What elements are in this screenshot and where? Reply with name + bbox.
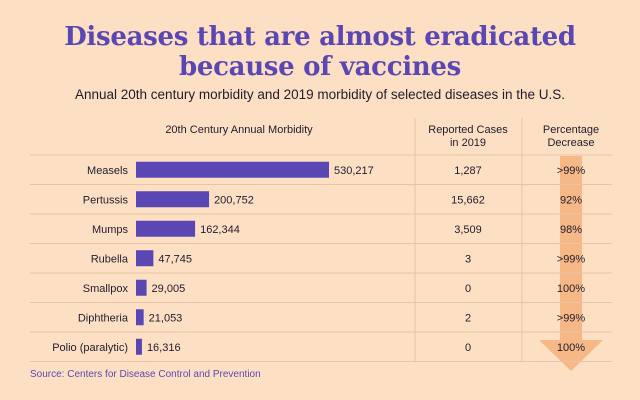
reported-2019-value: 1,287 [454, 165, 482, 177]
reported-2019-value: 3,509 [454, 224, 482, 236]
morbidity-bar [136, 250, 154, 267]
header-reported-line-2: in 2019 [450, 137, 486, 149]
reported-2019-value: 2 [465, 312, 471, 324]
morbidity-value-label: 21,053 [149, 312, 183, 324]
disease-label: Measels [87, 165, 128, 177]
percentage-decrease-value: >99% [557, 312, 586, 324]
morbidity-value-label: 162,344 [200, 224, 240, 236]
chart-title: Diseases that are almost eradicated beca… [0, 22, 640, 82]
percentage-decrease-value: >99% [557, 165, 586, 177]
morbidity-bar [136, 191, 210, 208]
disease-label: Mumps [92, 224, 129, 236]
morbidity-bar [136, 309, 144, 326]
header-reported-line-1: Reported Cases [428, 124, 508, 136]
disease-label: Smallpox [83, 283, 129, 295]
disease-label: Diphtheria [78, 312, 129, 324]
header-decrease-line-1: Percentage [543, 124, 599, 136]
morbidity-bar [136, 338, 142, 355]
title-line-1: Diseases that are almost eradicated [64, 22, 576, 52]
percentage-decrease-value: >99% [557, 253, 586, 265]
morbidity-bar [136, 220, 196, 237]
morbidity-value-label: 29,005 [152, 283, 186, 295]
reported-2019-value: 0 [465, 283, 471, 295]
reported-2019-value: 15,662 [451, 194, 485, 206]
morbidity-bar [136, 161, 329, 178]
disease-label: Polio (paralytic) [52, 342, 128, 354]
title-line-2: because of vaccines [179, 52, 461, 82]
percentage-decrease-value: 100% [557, 283, 585, 295]
header-morbidity: 20th Century Annual Morbidity [165, 124, 313, 136]
morbidity-value-label: 200,752 [214, 194, 254, 206]
disease-label: Rubella [91, 253, 129, 265]
morbidity-value-label: 530,217 [334, 165, 374, 177]
morbidity-value-label: 16,316 [147, 342, 181, 354]
decrease-arrow [539, 156, 603, 371]
morbidity-bar [136, 279, 147, 296]
percentage-decrease-value: 98% [560, 224, 582, 236]
header-decrease-line-2: Decrease [547, 137, 594, 149]
reported-2019-value: 3 [465, 253, 471, 265]
reported-2019-value: 0 [465, 342, 471, 354]
disease-label: Pertussis [83, 194, 129, 206]
percentage-decrease-value: 92% [560, 194, 582, 206]
source-note: Source: Centers for Disease Control and … [30, 369, 261, 380]
morbidity-value-label: 47,745 [158, 253, 192, 265]
percentage-decrease-value: 100% [557, 342, 585, 354]
chart-subtitle: Annual 20th century morbidity and 2019 m… [74, 87, 566, 102]
